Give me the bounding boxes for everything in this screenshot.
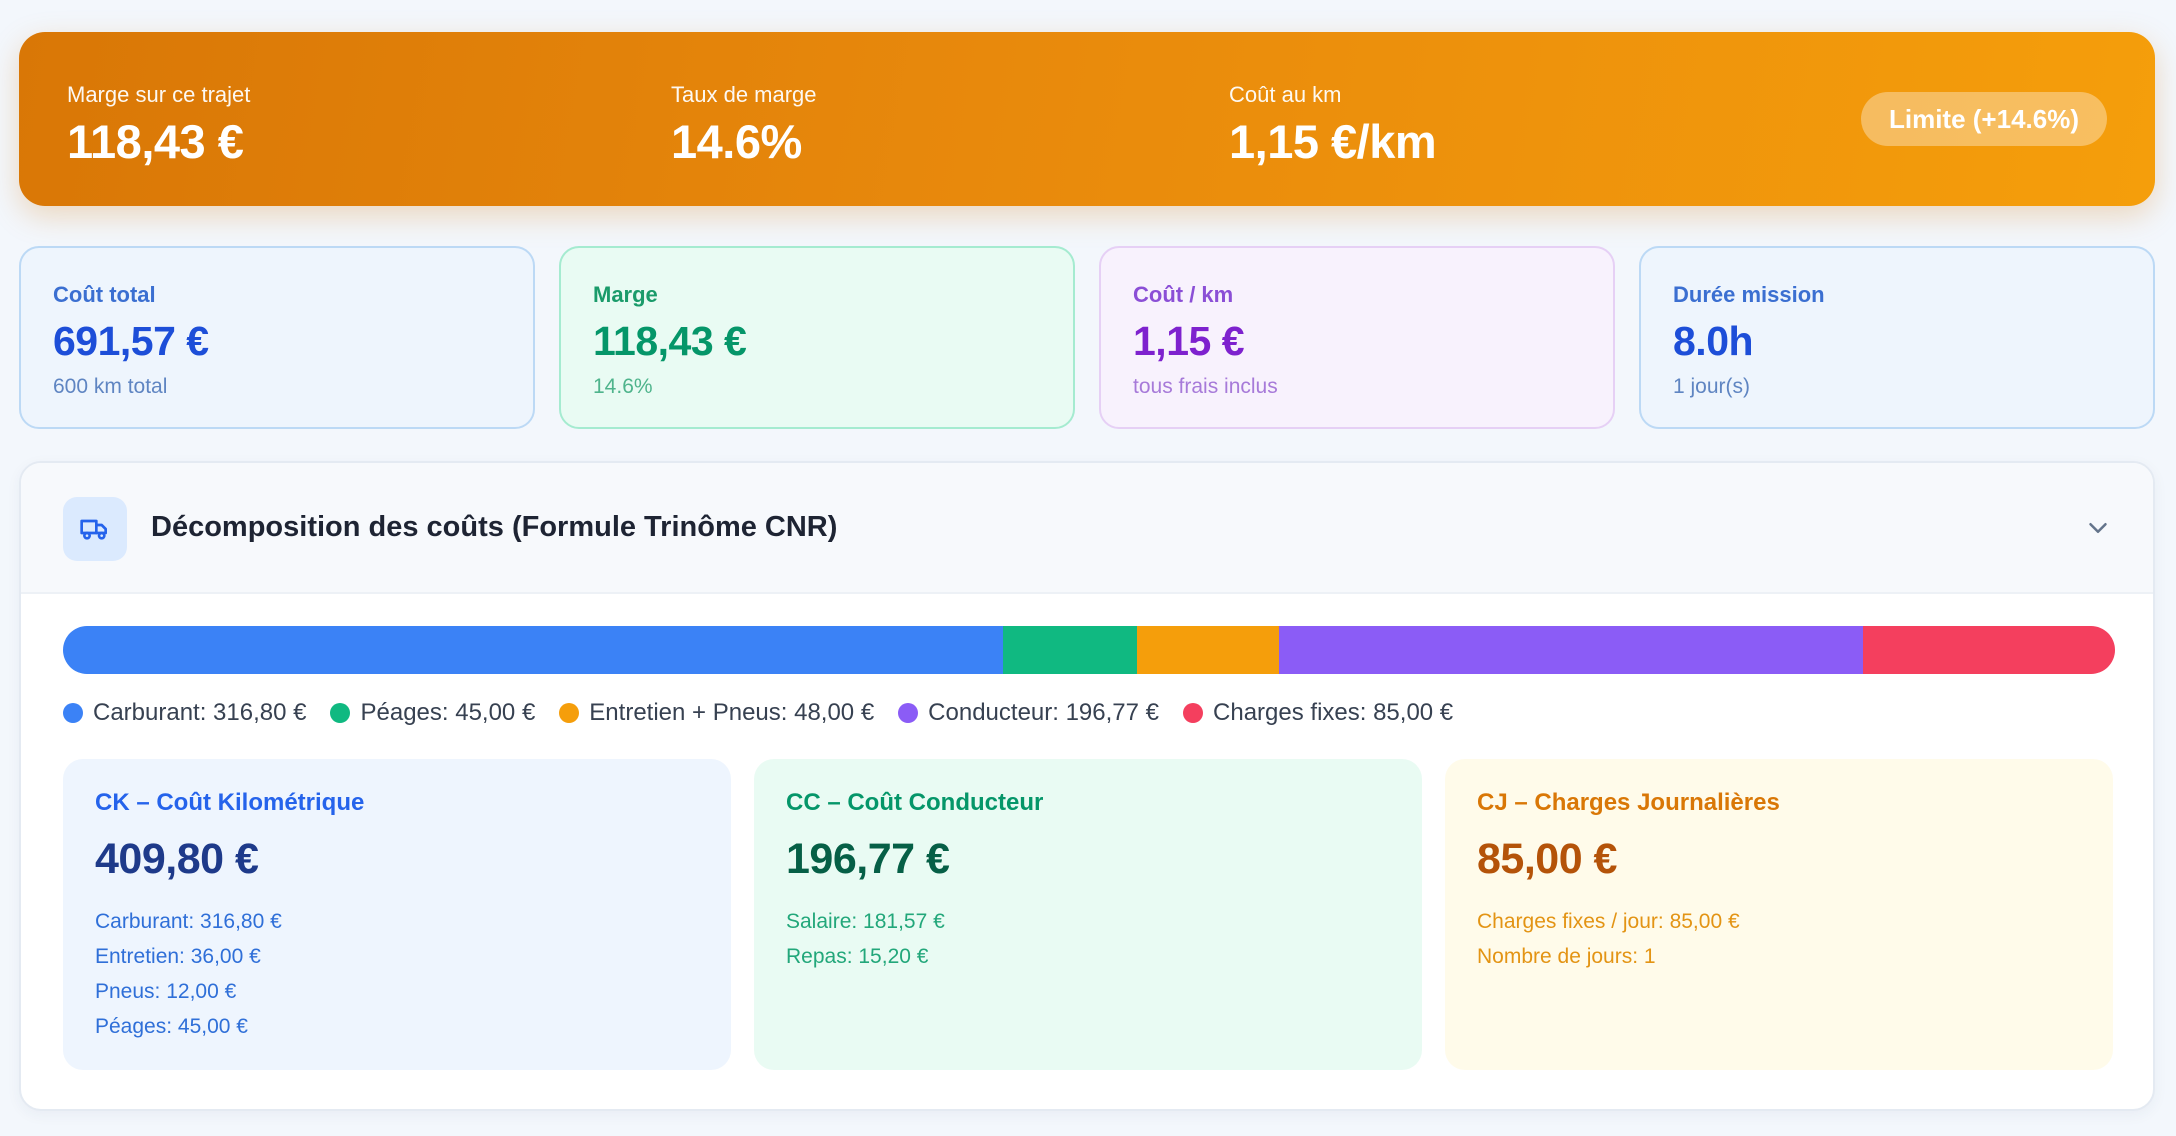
kpi-subtext: 14.6% [593, 375, 653, 398]
kpi-subtext: tous frais inclus [1133, 375, 1278, 398]
kpi-subtext: 1 jour(s) [1673, 375, 1751, 398]
legend-item: Entretien + Pneus: 48,00 € [559, 699, 874, 727]
cost-bar-segment [1136, 626, 1279, 674]
legend-label: Carburant: 316,80 € [93, 699, 307, 726]
cost-legend: Carburant: 316,80 € Péages: 45,00 € Entret… [63, 695, 1453, 731]
legend-dot-icon [330, 703, 351, 723]
cost-bar-segment [63, 626, 1003, 674]
hero-stat-label: Marge sur ce trajet [67, 82, 251, 107]
card-line: Charges fixes / jour: 85,00 € [1477, 910, 1740, 933]
legend-dot-icon [1183, 703, 1204, 723]
section-title: Décomposition des coûts (Formule Trinôme… [151, 511, 838, 543]
kpi-card-mission-duration: Durée mission 8.0h 1 jour(s) [1639, 246, 2155, 429]
kpi-subtext: 600 km total [53, 375, 168, 398]
legend-item: Charges fixes: 85,00 € [1183, 699, 1453, 727]
cost-breakdown-header[interactable]: Décomposition des coûts (Formule Trinôme… [21, 463, 2153, 594]
cost-breakdown-panel: Décomposition des coûts (Formule Trinôme… [19, 461, 2155, 1111]
legend-label: Conducteur: 196,77 € [928, 699, 1160, 726]
kpi-value: 1,15 € [1133, 318, 1245, 364]
hero-stat-value: 1,15 €/km [1229, 115, 1437, 168]
kpi-value: 118,43 € [593, 318, 747, 364]
hero-stat-value: 118,43 € [67, 115, 244, 168]
legend-dot-icon [559, 703, 580, 723]
card-line: Nombre de jours: 1 [1477, 945, 1656, 968]
card-title: CJ – Charges Journalières [1477, 789, 1780, 816]
card-daily-charges: CJ – Charges Journalières 85,00 € Charge… [1445, 759, 2113, 1070]
cost-distribution-bar [63, 626, 2115, 674]
kpi-card-margin: Marge 118,43 € 14.6% [559, 246, 1075, 429]
hero-stat-label: Taux de marge [671, 82, 817, 107]
card-title: CC – Coût Conducteur [786, 789, 1044, 816]
legend-label: Péages: 45,00 € [360, 699, 536, 726]
hero-stat-margin: Marge sur ce trajet 118,43 € [67, 82, 250, 169]
kpi-card-cost-per-km: Coût / km 1,15 € tous frais inclus [1099, 246, 1615, 429]
kpi-label: Coût total [53, 282, 156, 307]
kpi-label: Marge [593, 282, 658, 307]
card-driver-cost: CC – Coût Conducteur 196,77 € Salaire: 1… [754, 759, 1422, 1070]
cost-bar-segment [1862, 626, 2115, 674]
card-value: 85,00 € [1477, 835, 1617, 883]
margin-summary-banner: Marge sur ce trajet 118,43 € Taux de mar… [19, 32, 2155, 206]
card-line: Péages: 45,00 € [95, 1015, 248, 1038]
card-title: CK – Coût Kilométrique [95, 789, 365, 816]
kpi-label: Coût / km [1133, 282, 1234, 307]
card-value: 409,80 € [95, 835, 259, 883]
legend-dot-icon [898, 703, 919, 723]
kpi-value: 691,57 € [53, 318, 209, 364]
legend-label: Entretien + Pneus: 48,00 € [589, 699, 875, 726]
cost-bar-segment [1278, 626, 1863, 674]
card-kilometric-cost: CK – Coût Kilométrique 409,80 € Carburan… [63, 759, 731, 1070]
kpi-value: 8.0h [1673, 318, 1754, 364]
cost-bar-segment [1002, 626, 1137, 674]
card-line: Pneus: 12,00 € [95, 980, 237, 1003]
chevron-down-icon[interactable] [2083, 513, 2113, 543]
card-line: Entretien: 36,00 € [95, 945, 261, 968]
legend-label: Charges fixes: 85,00 € [1213, 699, 1454, 726]
kpi-label: Durée mission [1673, 282, 1825, 307]
card-line: Carburant: 316,80 € [95, 910, 282, 933]
card-line: Repas: 15,20 € [786, 945, 929, 968]
legend-item: Conducteur: 196,77 € [898, 699, 1159, 727]
hero-stat-margin-rate: Taux de marge 14.6% [671, 82, 817, 169]
hero-stat-label: Coût au km [1229, 82, 1342, 107]
hero-stat-cost-per-km: Coût au km 1,15 €/km [1229, 82, 1437, 169]
card-line: Salaire: 181,57 € [786, 910, 945, 933]
legend-item: Carburant: 316,80 € [63, 699, 306, 727]
margin-status-badge: Limite (+14.6%) [1860, 92, 2107, 146]
truck-icon [63, 497, 127, 561]
legend-item: Péages: 45,00 € [330, 699, 535, 727]
hero-stat-value: 14.6% [671, 115, 802, 168]
card-value: 196,77 € [786, 835, 950, 883]
legend-dot-icon [63, 703, 83, 723]
kpi-card-total-cost: Coût total 691,57 € 600 km total [19, 246, 535, 429]
